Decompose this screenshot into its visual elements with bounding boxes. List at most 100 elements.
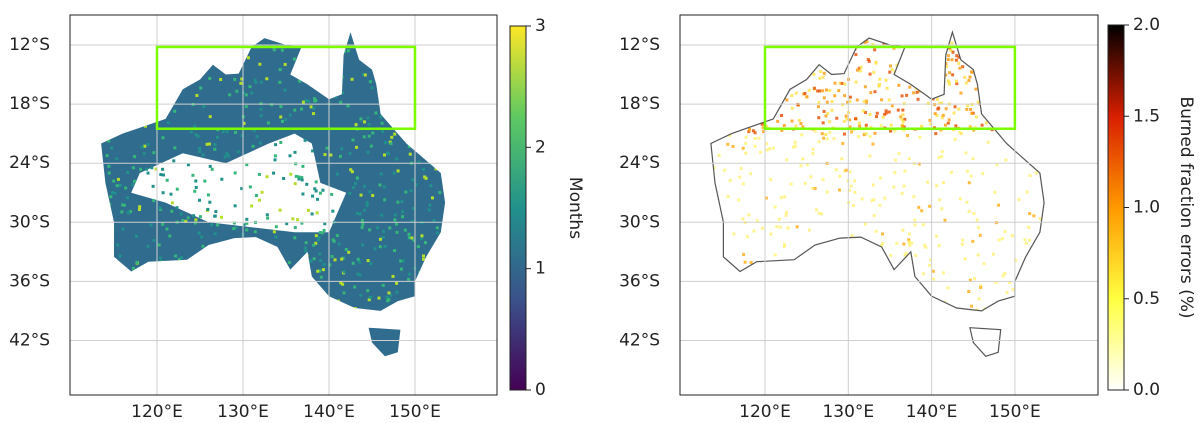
speckle	[748, 39, 752, 43]
speckle	[862, 240, 866, 244]
speckle	[918, 41, 922, 45]
speckle	[378, 63, 382, 67]
speckle	[946, 54, 950, 58]
speckle	[935, 92, 939, 96]
speckle	[881, 241, 885, 245]
speckle	[196, 134, 200, 138]
speckle	[382, 229, 386, 233]
speckle	[926, 81, 930, 85]
speckle	[848, 188, 852, 192]
speckle	[730, 77, 734, 81]
speckle	[868, 154, 872, 158]
speckle	[743, 60, 747, 64]
speckle	[368, 190, 372, 194]
speckle	[783, 195, 787, 199]
speckle	[234, 261, 238, 265]
speckle	[379, 115, 383, 119]
speckle	[442, 231, 446, 235]
speckle	[351, 138, 355, 142]
speckle	[748, 295, 752, 299]
speckle	[151, 77, 155, 81]
speckle	[712, 46, 716, 50]
speckle	[252, 129, 256, 133]
speckle	[1043, 168, 1045, 172]
speckle	[289, 172, 293, 176]
speckle	[270, 274, 274, 278]
speckle	[427, 121, 431, 125]
speckle	[193, 125, 197, 129]
speckle	[931, 269, 935, 273]
speckle	[1036, 281, 1040, 285]
speckle	[992, 41, 996, 45]
speckle	[213, 232, 217, 236]
speckle	[908, 85, 912, 89]
speckle	[351, 261, 355, 265]
speckle	[858, 124, 862, 128]
speckle	[123, 107, 127, 111]
speckle	[848, 170, 852, 174]
speckle	[976, 253, 980, 257]
speckle	[741, 217, 745, 221]
speckle	[270, 103, 274, 107]
speckle	[1009, 94, 1013, 98]
speckle	[780, 128, 784, 132]
speckle	[760, 74, 764, 78]
speckle	[266, 309, 270, 313]
speckle	[259, 102, 263, 106]
speckle	[833, 61, 837, 65]
speckle	[826, 112, 830, 116]
plot-frame	[69, 14, 498, 396]
speckle	[193, 221, 197, 225]
speckle	[805, 51, 809, 55]
speckle	[828, 130, 832, 134]
speckle	[820, 51, 824, 55]
speckle	[1010, 234, 1014, 238]
speckle	[184, 56, 188, 60]
speckle	[198, 146, 202, 150]
speckle	[301, 164, 305, 168]
speckle	[233, 171, 237, 175]
speckle	[266, 273, 270, 277]
speckle	[360, 218, 364, 222]
speckle	[1022, 114, 1026, 118]
speckle	[365, 203, 369, 207]
speckle	[803, 181, 807, 185]
speckle	[106, 99, 110, 103]
speckle	[256, 285, 260, 289]
speckle	[817, 101, 821, 105]
speckle	[714, 119, 718, 123]
speckle	[968, 75, 972, 79]
speckle	[874, 229, 878, 233]
speckle	[284, 118, 288, 122]
speckle	[330, 192, 334, 196]
speckle	[435, 226, 439, 230]
speckle	[136, 78, 140, 82]
speckle	[215, 223, 219, 227]
speckle	[197, 48, 201, 52]
speckle	[159, 111, 163, 115]
speckle	[848, 100, 852, 104]
speckle	[947, 118, 951, 122]
speckle	[404, 190, 408, 194]
speckle	[857, 66, 861, 70]
speckle	[810, 266, 814, 270]
speckle	[385, 295, 389, 299]
speckle	[822, 109, 826, 113]
speckle	[807, 228, 811, 232]
speckle	[360, 225, 364, 229]
speckle	[325, 35, 329, 39]
speckle	[812, 265, 816, 269]
speckle	[257, 172, 261, 176]
speckle	[198, 215, 202, 219]
speckle	[422, 257, 426, 261]
speckle	[1008, 99, 1012, 103]
speckle	[131, 266, 135, 270]
speckle	[1025, 116, 1029, 120]
speckle	[133, 155, 137, 159]
speckle	[1004, 158, 1008, 162]
speckle	[972, 212, 976, 216]
speckle	[321, 188, 325, 192]
speckle	[424, 310, 428, 314]
speckle	[202, 105, 206, 109]
speckle	[1027, 225, 1031, 229]
